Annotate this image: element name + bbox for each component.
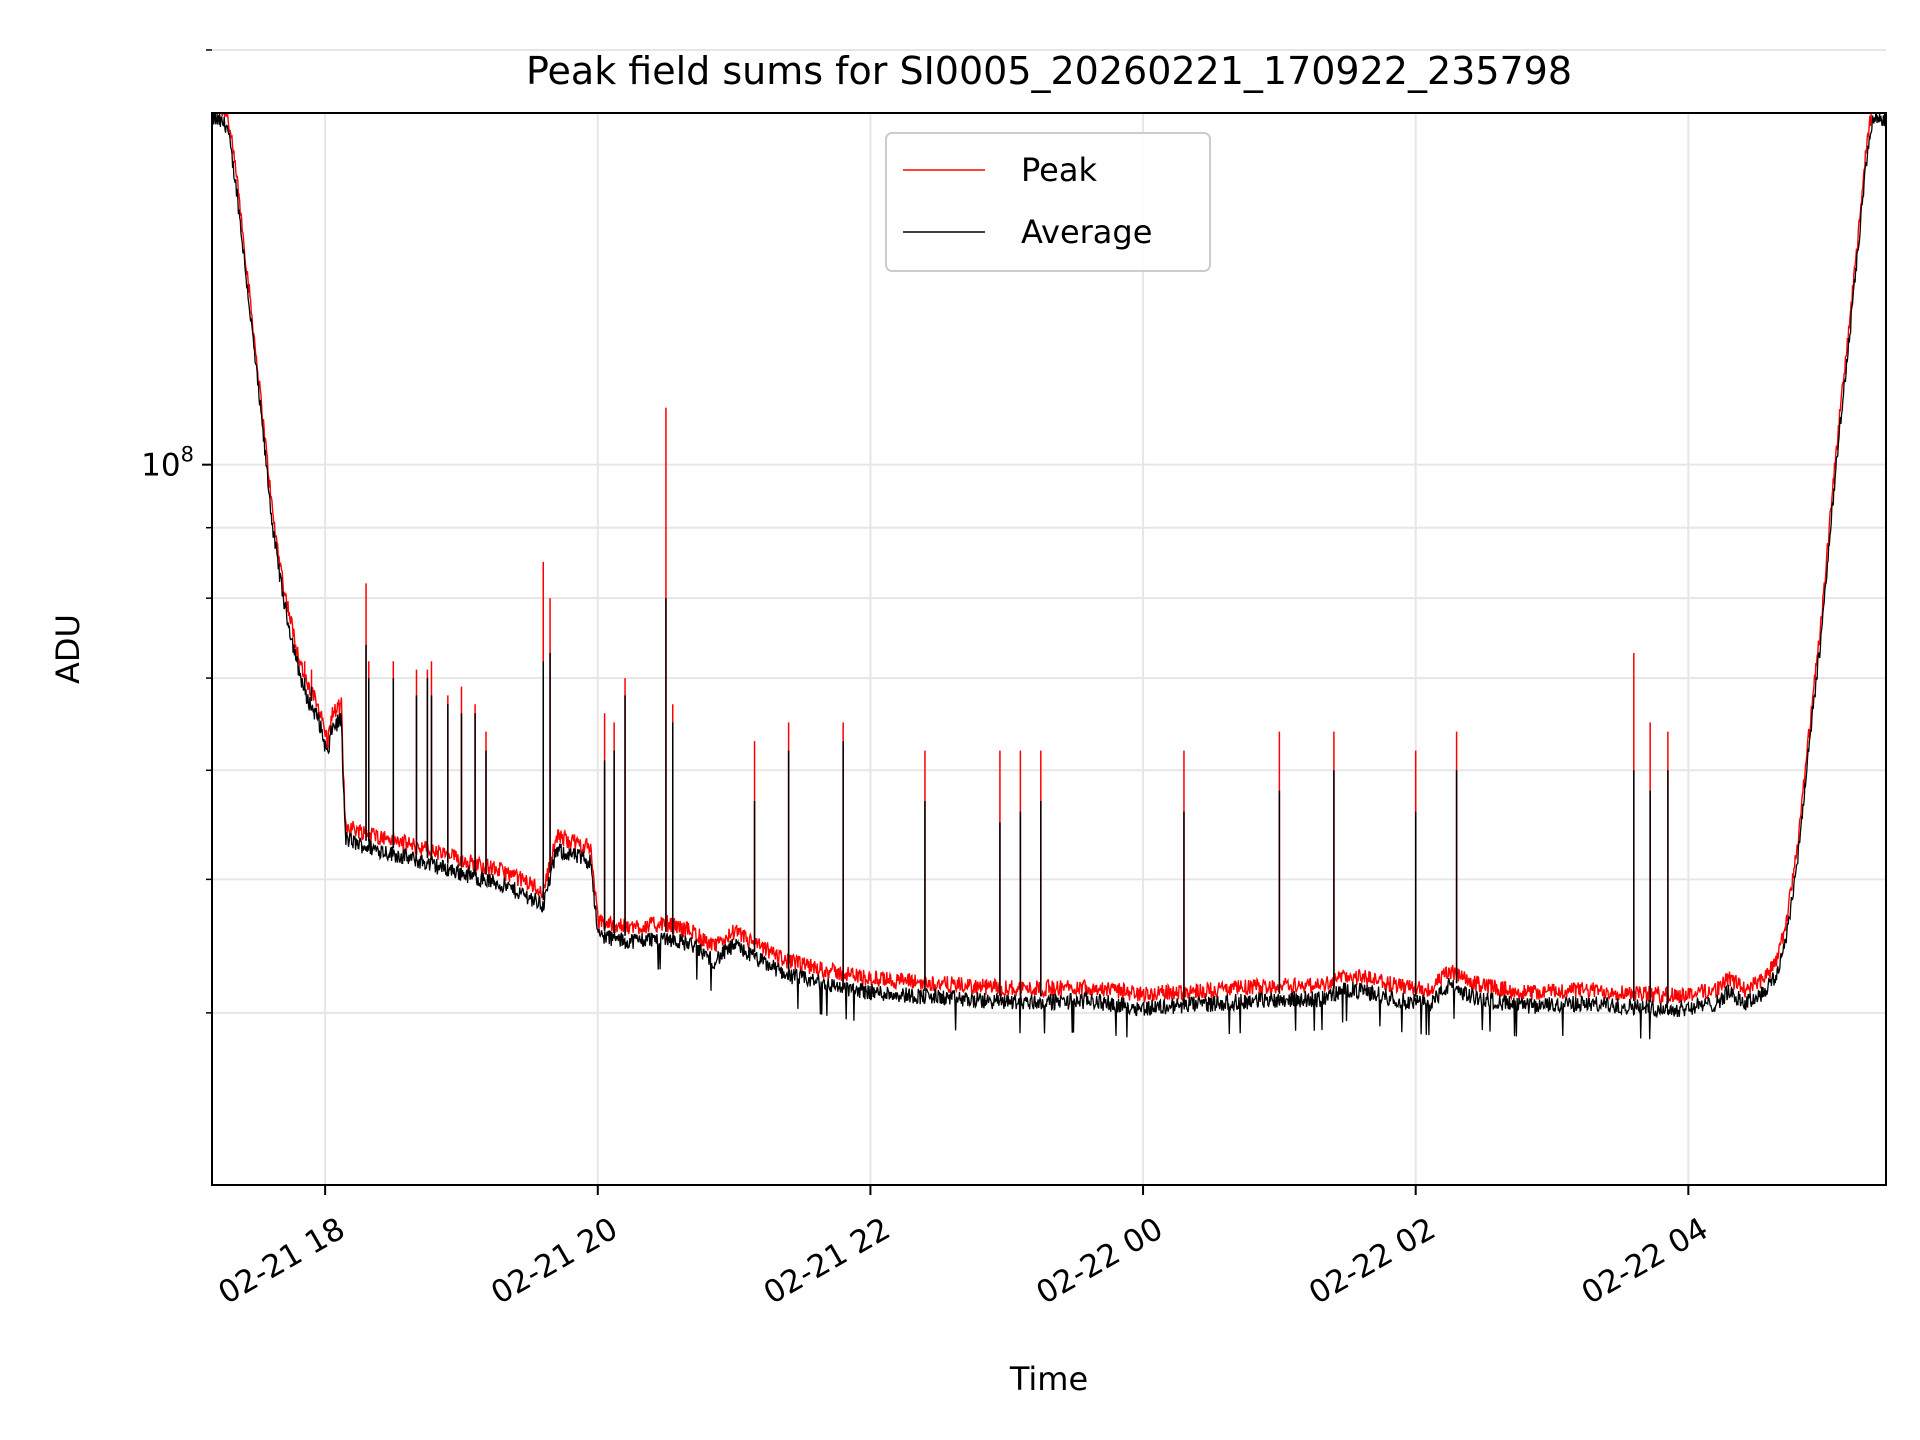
series-peak-line — [212, 113, 1886, 1004]
y-axis-label: ADU — [49, 614, 87, 684]
y-tick-label: 108 — [141, 443, 194, 484]
legend: Peak Average — [885, 132, 1211, 272]
legend-average-label: Average — [1021, 213, 1152, 251]
series-average-line — [212, 113, 1886, 1040]
series-lines — [212, 113, 1886, 1040]
chart-title: Peak field sums for SI0005_20260221_1709… — [526, 49, 1572, 93]
plot-frame — [211, 112, 1887, 1186]
legend-box — [885, 132, 1211, 272]
x-axis-label: Time — [1009, 1360, 1088, 1398]
legend-peak-label: Peak — [1021, 151, 1097, 189]
